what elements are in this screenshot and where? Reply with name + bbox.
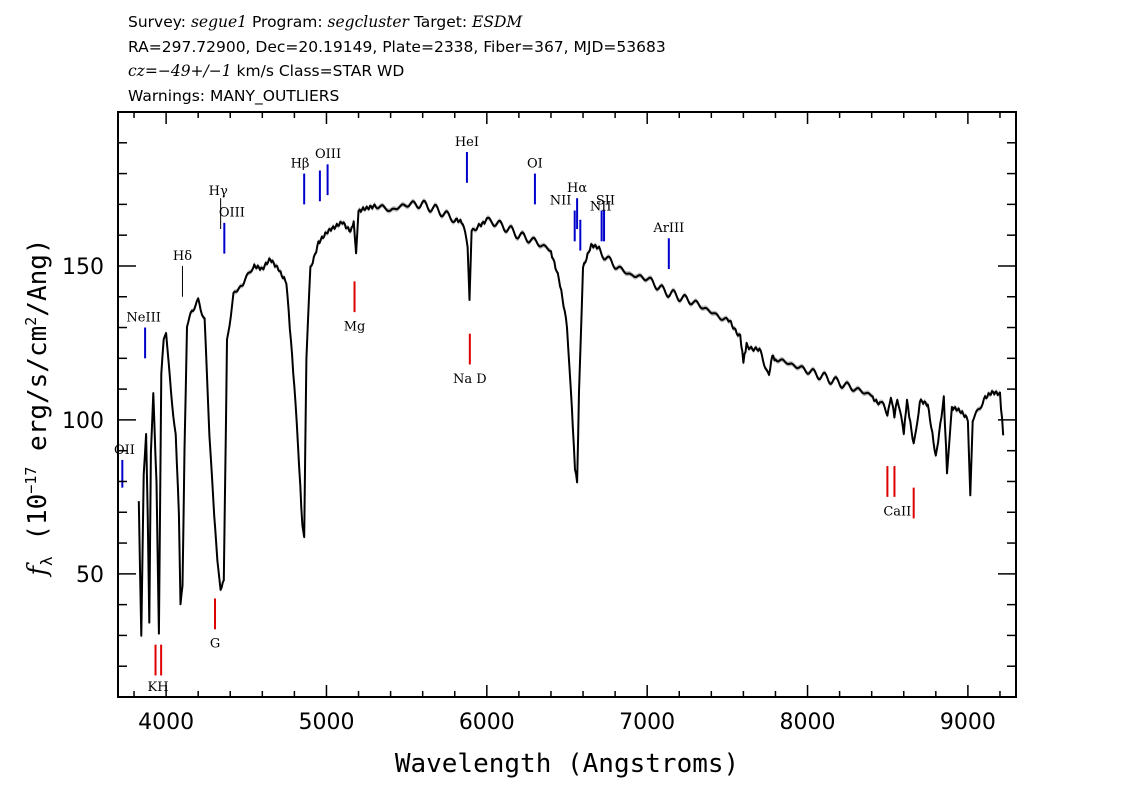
- marker-label-caii: CaII: [883, 504, 911, 519]
- y-axis-exp2: 2: [22, 317, 40, 326]
- marker-label-oi: OI: [527, 156, 543, 171]
- x-axis-title: Wavelength (Angstroms): [395, 749, 739, 779]
- y-tick-label: 50: [76, 563, 104, 588]
- marker-label-hei: HeI: [455, 135, 479, 150]
- survey-value: segue1: [190, 13, 248, 31]
- y-axis-title: fλ (10−17 erg/s/cm2/Ang): [22, 238, 56, 577]
- marker-label-neiii: NeIII: [126, 310, 160, 325]
- spectrum-flux-line: [137, 199, 1005, 637]
- program-value: segcluster: [327, 13, 409, 31]
- x-tick-label: 8000: [780, 710, 836, 735]
- y-axis-ticks: 50 100 150: [62, 142, 1016, 667]
- header-line-1: Survey: segue1 Program: segcluster Targe…: [128, 12, 522, 32]
- plot-border: [117, 111, 1017, 698]
- marker-labels: OIINeIIIHδHγOIIIHβOIIIHeIOINIIHαNIISIIAr…: [114, 135, 911, 695]
- marker-label-nii: NII: [550, 193, 572, 208]
- emission-absorption-markers: [121, 152, 915, 676]
- y-axis-exp1: −17: [22, 467, 40, 494]
- marker-label-oiii: OIII: [315, 147, 341, 162]
- error-band: [138, 198, 1004, 639]
- y-tick-label: 100: [62, 409, 104, 434]
- y-axis-close: /Ang): [23, 238, 53, 316]
- x-tick-label: 7000: [619, 710, 675, 735]
- cz-unit-class: km/s Class=STAR WD: [231, 62, 405, 80]
- marker-label-nii: NII: [590, 200, 612, 215]
- marker-label-sii: SII: [596, 193, 615, 208]
- header-line-4: Warnings: MANY_OUTLIERS: [128, 87, 340, 105]
- spectrum-line: [137, 199, 1005, 637]
- header-line-3: cz=−49+/−1 km/s Class=STAR WD: [128, 61, 404, 81]
- marker-label-na-d: Na D: [453, 372, 487, 387]
- header-line-2: RA=297.72900, Dec=20.19149, Plate=2338, …: [128, 38, 666, 56]
- x-tick-label: 9000: [940, 710, 996, 735]
- marker-label-kh: KH: [148, 680, 169, 695]
- survey-label: Survey:: [128, 13, 187, 31]
- x-tick-label: 6000: [459, 710, 515, 735]
- plot-frame: [117, 111, 1017, 698]
- marker-label-g: G: [210, 637, 220, 652]
- y-axis-open: (10: [23, 494, 53, 557]
- x-axis-ticks: 4000 5000 6000 7000 8000 9000: [133, 112, 1001, 735]
- marker-label-hα: Hα: [567, 181, 587, 196]
- y-tick-label: 150: [62, 255, 104, 280]
- y-axis-mid: erg/s/cm: [23, 326, 53, 467]
- marker-label-ariii: ArIII: [652, 221, 684, 236]
- marker-label-hγ: Hγ: [209, 184, 228, 199]
- cz-value: =−49+/−1: [144, 62, 232, 80]
- spectrum-error-band: [138, 198, 1004, 639]
- y-axis-subscript: λ: [37, 556, 56, 566]
- marker-label-mg: Mg: [344, 320, 366, 335]
- marker-label-oiii: OIII: [219, 206, 245, 221]
- target-label: Target:: [413, 13, 468, 31]
- cz-label: cz: [128, 62, 145, 80]
- target-value: ESDM: [472, 13, 523, 31]
- program-label: Program:: [251, 13, 323, 31]
- marker-label-hβ: Hβ: [291, 156, 310, 171]
- marker-label-hδ: Hδ: [173, 249, 192, 264]
- x-tick-label: 4000: [138, 710, 194, 735]
- x-tick-label: 5000: [298, 710, 354, 735]
